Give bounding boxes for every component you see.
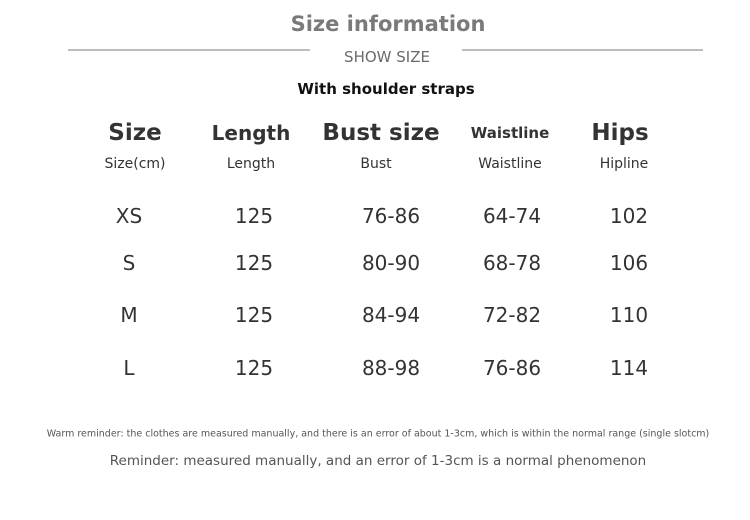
column-subheader: Waistline [478, 156, 542, 172]
table-cell: 76-86 [361, 204, 421, 228]
column-subheader: Bust [360, 156, 392, 172]
table-cell: L [123, 356, 135, 380]
table-cell: 88-98 [361, 356, 421, 380]
table-cell: 72-82 [482, 303, 542, 327]
table-cell: 64-74 [482, 204, 542, 228]
note: With shoulder straps [297, 80, 475, 98]
reminder: Reminder: measured manually, and an erro… [109, 453, 647, 469]
column-subheader: Length [226, 156, 276, 172]
table-cell: 114 [609, 356, 649, 380]
table-cell: 125 [234, 303, 274, 327]
table-cell: 125 [234, 356, 274, 380]
column-subheader: Hipline [599, 156, 649, 172]
column-header: Waistline [470, 124, 550, 142]
table-cell: 76-86 [482, 356, 542, 380]
table-cell: 125 [234, 204, 274, 228]
column-header: Size [108, 120, 162, 146]
title: Size information [290, 12, 486, 36]
column-header: Hips [591, 120, 649, 146]
table-cell: 110 [609, 303, 649, 327]
table-cell: 80-90 [361, 251, 421, 275]
table-cell: 106 [609, 251, 649, 275]
subtitle: SHOW SIZE [344, 48, 430, 66]
column-header: Length [211, 121, 291, 145]
table-cell: 68-78 [482, 251, 542, 275]
divider [462, 49, 703, 51]
table-cell: 102 [609, 204, 649, 228]
table-cell: 84-94 [361, 303, 421, 327]
column-header: Bust size [322, 120, 440, 146]
table-cell: XS [115, 204, 143, 228]
table-cell: S [122, 251, 136, 275]
table-cell: 125 [234, 251, 274, 275]
divider [68, 49, 310, 51]
table-cell: M [120, 303, 138, 327]
warm-reminder: Warm reminder: the clothes are measured … [46, 428, 710, 440]
column-subheader: Size(cm) [104, 156, 166, 172]
